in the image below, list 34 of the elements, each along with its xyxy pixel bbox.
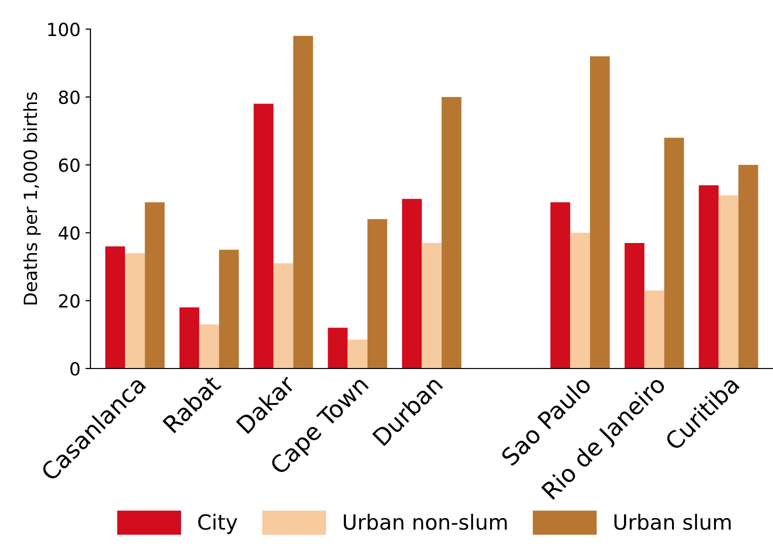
bar (442, 97, 462, 368)
y-tick-label: 80 (58, 90, 80, 104)
bar (422, 242, 442, 368)
bar (664, 138, 684, 368)
bar (590, 56, 610, 368)
bar (570, 232, 590, 368)
bar (718, 195, 738, 368)
y-tick-label: 0 (70, 362, 80, 376)
bar (738, 164, 758, 368)
bar (273, 263, 294, 368)
y-tick-label: 40 (58, 226, 80, 240)
bar (125, 253, 145, 368)
bar (144, 202, 165, 368)
bar (219, 250, 239, 368)
bar (348, 340, 368, 368)
y-tick-label: 100 (48, 22, 80, 36)
legend-label: City (198, 514, 238, 534)
bar (367, 219, 388, 368)
bar (293, 36, 314, 368)
bar (199, 324, 220, 368)
bar (105, 246, 126, 368)
y-tick-label: 60 (59, 158, 80, 172)
bar (644, 290, 664, 368)
bar (328, 328, 348, 368)
bar (698, 185, 719, 368)
bar (624, 242, 644, 368)
bar (550, 202, 570, 368)
bar (402, 198, 422, 368)
bar (254, 104, 274, 368)
bar (179, 307, 200, 368)
y-axis-title: Deaths per 1,000 births (23, 92, 41, 304)
legend-label: Urban non-slum (344, 514, 507, 530)
legend-label: Urban slum (614, 514, 731, 530)
y-tick-label: 20 (59, 294, 80, 308)
